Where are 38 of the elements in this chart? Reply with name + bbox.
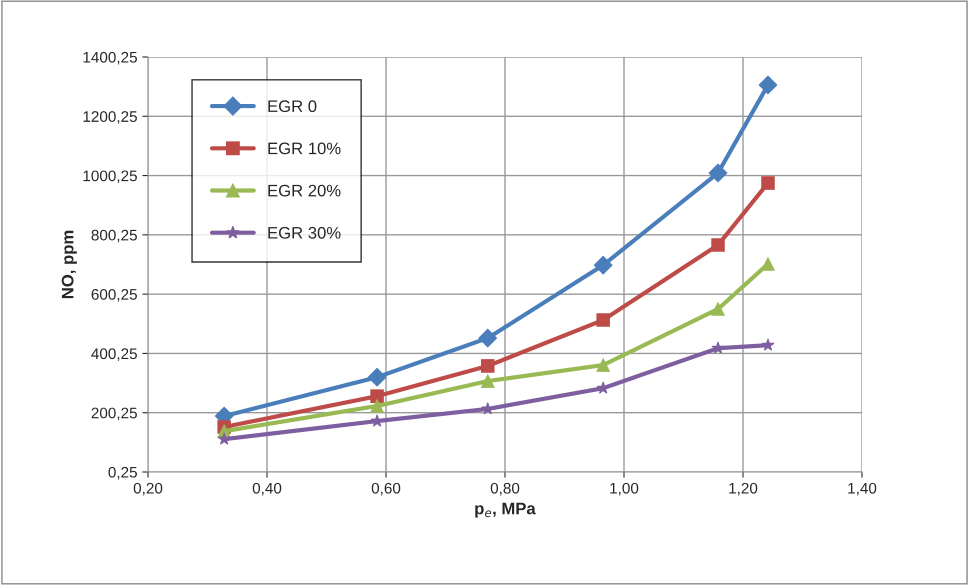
point (370, 399, 384, 413)
point (596, 313, 610, 327)
y-axis-title: NO, ppm (62, 230, 77, 298)
y-tick-label: 1400,25 (84, 52, 137, 64)
x-tick-label: 0,60 (372, 482, 400, 496)
point (762, 338, 774, 351)
point (368, 368, 386, 387)
x-tick-label: 1,40 (848, 482, 876, 496)
legend-label: EGR 30% (268, 226, 341, 239)
x-axis-title: p$_{e}$, MPa (475, 502, 536, 518)
x-tick-label: 0,40 (252, 482, 282, 496)
y-tick-label: 600,25 (92, 289, 137, 302)
x-tick-label: 0,20 (134, 482, 162, 496)
legend-label: EGR 0 (268, 100, 316, 112)
y-tick-label: 800,25 (92, 230, 137, 242)
y-tick-label: 1000,25 (84, 170, 137, 184)
point (480, 359, 495, 373)
y-tick-label: 1200,25 (84, 111, 137, 124)
point (596, 358, 610, 372)
point (711, 302, 725, 316)
x-tick-label: 0,80 (490, 482, 520, 496)
y-tick-label: 400,25 (91, 348, 137, 361)
legend-label: EGR 20% (268, 184, 341, 197)
point (478, 328, 498, 348)
point (708, 164, 728, 182)
point (480, 374, 495, 388)
point (594, 256, 613, 275)
x-tick-label: 1,20 (729, 482, 758, 496)
y-tick-label: 0,25 (108, 466, 137, 480)
point (761, 257, 775, 271)
point (711, 238, 725, 252)
point (758, 76, 778, 94)
point (761, 176, 775, 190)
x-tick-label: 1,00 (610, 482, 638, 496)
y-tick-label: 200,25 (92, 408, 137, 420)
point (370, 389, 384, 403)
point (712, 341, 724, 354)
legend-label: EGR 10% (268, 142, 341, 154)
